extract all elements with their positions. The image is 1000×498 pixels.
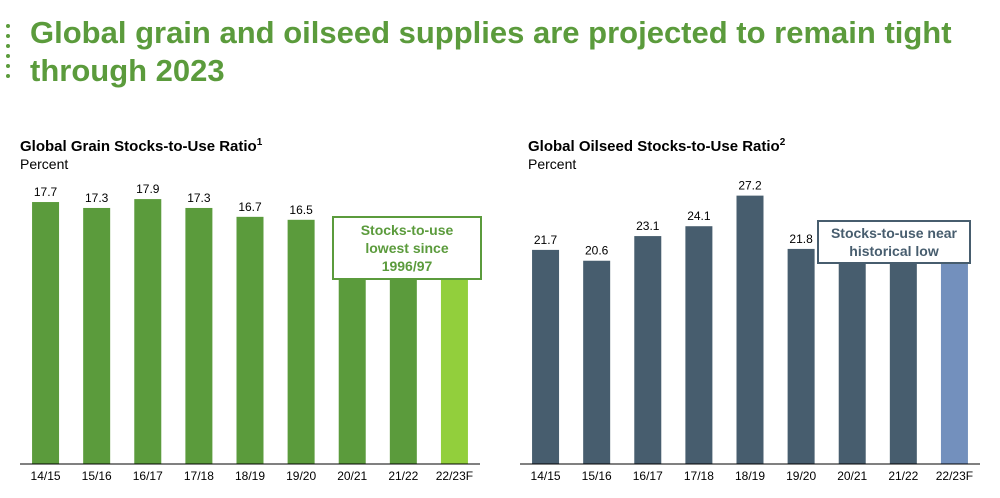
grain-tick-label: 19/20	[286, 469, 316, 483]
oilseed-callout: Stocks-to-use near historical low	[817, 220, 971, 264]
grain-bar	[83, 207, 111, 464]
oilseed-tick-label: 16/17	[633, 469, 663, 483]
oilseed-tick-label: 14/15	[531, 469, 561, 483]
oilseed-tick-label: 17/18	[684, 469, 714, 483]
grain-tick-label: 21/22	[388, 469, 418, 483]
grain-tick-label: 15/16	[82, 469, 112, 483]
grain-chart-unit: Percent	[20, 156, 69, 172]
grain-bar	[185, 207, 213, 464]
oilseed-bar	[838, 242, 866, 464]
grain-tick-label: 22/23F	[436, 469, 473, 483]
oilseed-tick-label: 19/20	[786, 469, 816, 483]
grain-bar	[32, 202, 60, 464]
oilseed-chart-header: Global Oilseed Stocks-to-Use Ratio2 Perc…	[528, 134, 785, 172]
grain-bar	[236, 216, 264, 464]
grain-data-label: 17.3	[85, 191, 109, 205]
oilseed-tick-label: 18/19	[735, 469, 765, 483]
oilseed-tick-label: 22/23F	[936, 469, 973, 483]
oilseed-data-label: 20.6	[585, 244, 609, 258]
grain-tick-label: 20/21	[337, 469, 367, 483]
page-headline: Global grain and oilseed supplies are pr…	[30, 15, 952, 88]
decorative-dots	[6, 24, 12, 84]
grain-tick-label: 18/19	[235, 469, 265, 483]
oilseed-data-label: 21.8	[789, 232, 813, 246]
grain-callout: Stocks-to-use lowest since 1996/97	[332, 216, 482, 280]
grain-data-label: 17.7	[34, 185, 58, 199]
grain-bar	[134, 199, 162, 464]
oilseed-chart-unit: Percent	[528, 156, 577, 172]
oilseed-chart-title: Global Oilseed Stocks-to-Use Ratio2	[528, 137, 786, 155]
oilseed-bar	[889, 239, 917, 464]
oilseed-chart: 21.7 14/15 20.6 15/16 23.1 16/17 24.1 17/18 27.2…	[520, 179, 980, 483]
oilseed-tick-label: 20/21	[837, 469, 867, 483]
grain-chart-header: Global Grain Stocks-to-Use Ratio1 Percen…	[20, 134, 262, 172]
grain-data-label: 17.9	[136, 182, 160, 196]
oilseed-tick-label: 21/22	[888, 469, 918, 483]
grain-data-label: 17.3	[187, 191, 211, 205]
oilseed-bar	[532, 249, 560, 464]
grain-chart-title: Global Grain Stocks-to-Use Ratio1	[20, 137, 263, 155]
oilseed-data-label: 23.1	[636, 219, 660, 233]
grain-tick-label: 16/17	[133, 469, 163, 483]
oilseed-bar	[787, 248, 815, 464]
oilseed-tick-label: 15/16	[582, 469, 612, 483]
grain-bar	[287, 219, 315, 464]
grain-bar	[440, 258, 468, 464]
oilseed-bar	[940, 246, 968, 464]
oilseed-bar	[634, 236, 662, 464]
grain-data-label: 16.7	[238, 200, 262, 214]
grain-bar	[389, 243, 417, 464]
oilseed-data-label: 27.2	[738, 179, 762, 193]
oilseed-data-label: 21.7	[534, 233, 558, 247]
oilseed-bar	[583, 260, 611, 464]
oilseed-bar	[736, 195, 764, 465]
grain-tick-label: 17/18	[184, 469, 214, 483]
grain-tick-label: 14/15	[31, 469, 61, 483]
oilseed-bar	[685, 226, 713, 464]
grain-data-label: 16.5	[289, 203, 313, 217]
oilseed-data-label: 24.1	[687, 209, 711, 223]
